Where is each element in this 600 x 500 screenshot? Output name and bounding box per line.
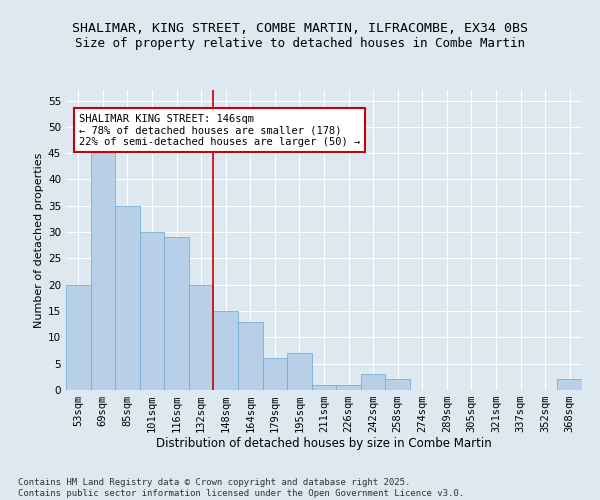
Bar <box>214 311 238 390</box>
Bar <box>66 284 91 390</box>
Bar <box>115 206 140 390</box>
Text: SHALIMAR KING STREET: 146sqm
← 78% of detached houses are smaller (178)
22% of s: SHALIMAR KING STREET: 146sqm ← 78% of de… <box>79 114 360 147</box>
Bar <box>263 358 287 390</box>
Bar <box>361 374 385 390</box>
Bar <box>336 384 361 390</box>
Bar <box>164 238 189 390</box>
Bar <box>385 380 410 390</box>
Y-axis label: Number of detached properties: Number of detached properties <box>34 152 44 328</box>
X-axis label: Distribution of detached houses by size in Combe Martin: Distribution of detached houses by size … <box>156 436 492 450</box>
Bar <box>140 232 164 390</box>
Text: Size of property relative to detached houses in Combe Martin: Size of property relative to detached ho… <box>75 38 525 51</box>
Bar <box>238 322 263 390</box>
Bar <box>312 384 336 390</box>
Text: Contains HM Land Registry data © Crown copyright and database right 2025.
Contai: Contains HM Land Registry data © Crown c… <box>18 478 464 498</box>
Text: SHALIMAR, KING STREET, COMBE MARTIN, ILFRACOMBE, EX34 0BS: SHALIMAR, KING STREET, COMBE MARTIN, ILF… <box>72 22 528 36</box>
Bar <box>91 148 115 390</box>
Bar <box>189 284 214 390</box>
Bar <box>557 380 582 390</box>
Bar <box>287 353 312 390</box>
